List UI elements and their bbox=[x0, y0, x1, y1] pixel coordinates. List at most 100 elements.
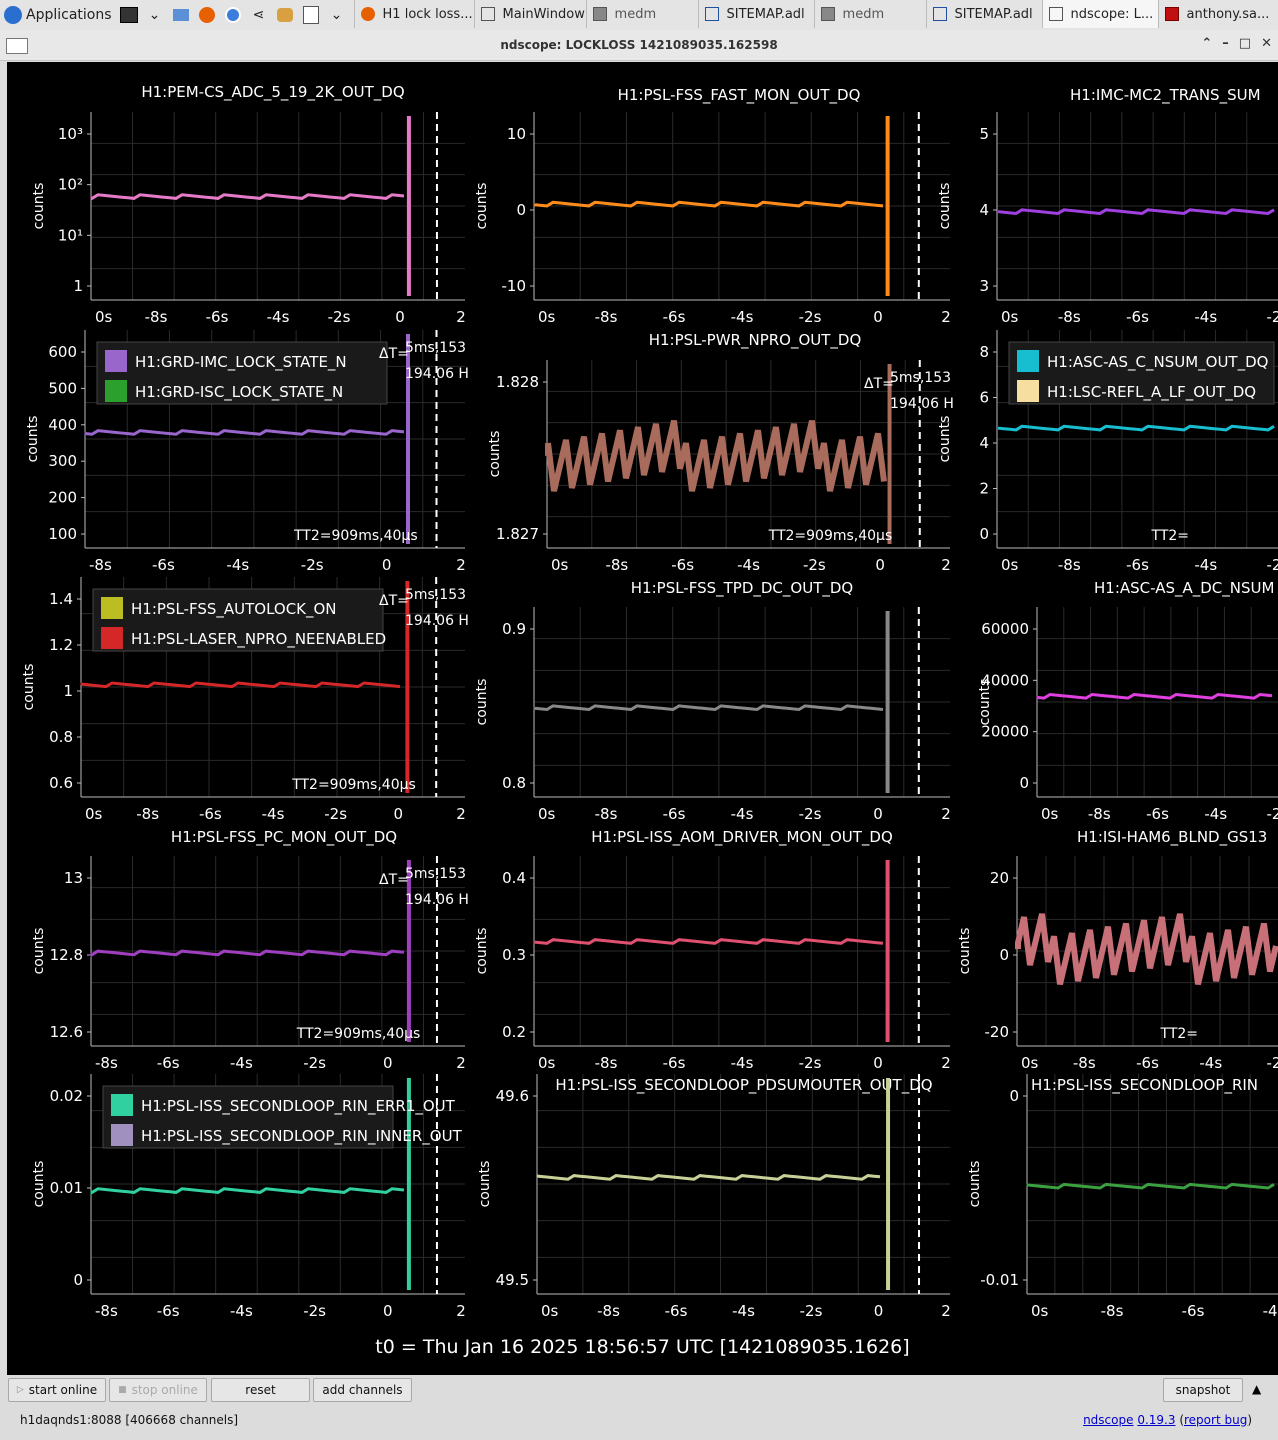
x-tick-label: -8s bbox=[95, 1302, 118, 1320]
y-tick-label: 0 bbox=[73, 1271, 83, 1289]
y-axis-label: counts bbox=[31, 928, 47, 975]
notes-icon[interactable] bbox=[301, 5, 321, 25]
x-tick-label: -2s bbox=[303, 1054, 326, 1072]
legend-box bbox=[92, 588, 384, 652]
window-icon bbox=[820, 7, 835, 21]
taskbar-tab-anthony[interactable]: anthony.sa... bbox=[1157, 0, 1274, 28]
legend-swatch bbox=[111, 1124, 133, 1146]
folder-icon[interactable] bbox=[171, 5, 191, 25]
x-tick-label: -8s bbox=[95, 1054, 118, 1072]
firefox-icon[interactable] bbox=[197, 5, 217, 25]
legend-entry: H1:GRD-IMC_LOCK_STATE_N bbox=[135, 353, 347, 372]
y-tick-label: 500 bbox=[48, 379, 77, 397]
y-axis-label: counts bbox=[474, 183, 490, 230]
chevron-down-icon[interactable]: ⌄ bbox=[148, 7, 161, 23]
x-tick-label: -2s bbox=[303, 1302, 326, 1320]
legend-entry: H1:PSL-LASER_NPRO_NEENABLED bbox=[131, 630, 386, 649]
control-bar: ▷ start online ■ stop online reset add cha… bbox=[0, 1376, 1278, 1406]
taskbar-tab-sitemap[interactable]: SITEMAP.adl bbox=[697, 0, 814, 28]
y-tick-label: 60000 bbox=[981, 620, 1029, 638]
plot-panel[interactable]: counts 600 500 400 300 200 100 -8s -6s -4s -2s 0 2 H1… bbox=[25, 330, 469, 574]
x-tick-label: -2s bbox=[799, 805, 822, 823]
minimize-icon[interactable]: – bbox=[1222, 36, 1229, 51]
x-tick-label: -6s bbox=[1126, 308, 1149, 326]
start-online-button[interactable]: ▷ start online bbox=[8, 1378, 106, 1402]
stop-online-button[interactable]: ■ stop online bbox=[109, 1378, 207, 1402]
taskbar-tab-ndscope[interactable]: ndscope: L... bbox=[1041, 0, 1158, 28]
plot-area[interactable]: H1:PEM-CS_ADC_5_19_2K_OUT_DQ counts 10³ 10²… bbox=[7, 62, 1278, 1375]
plot-panel[interactable]: counts 0.02 0.01 0 -8s -6s -4s -2s 0 2 H1:PSL-ISS_… bbox=[31, 1074, 466, 1320]
y-tick-label: 0.01 bbox=[50, 1179, 83, 1197]
play-icon: ▷ bbox=[16, 1385, 24, 1395]
snapshot-button[interactable]: snapshot bbox=[1163, 1378, 1243, 1402]
y-tick-label: 0.3 bbox=[502, 946, 526, 964]
tab-label: anthony.sa... bbox=[1186, 6, 1270, 22]
x-tick-label: 2 bbox=[456, 1054, 466, 1072]
x-tick-label: -4s bbox=[731, 805, 754, 823]
applications-menu[interactable]: Applications bbox=[0, 6, 116, 24]
plot-panel[interactable]: H1:PSL-ISS_SECONDLOOP_PDSUMOUTER_OUT_DQc… bbox=[477, 1074, 951, 1320]
window-titlebar[interactable]: ndscope: LOCKLOSS 1421089035.162598 ⌃ – … bbox=[0, 30, 1278, 61]
taskbar-tab-sitemap-2[interactable]: SITEMAP.adl bbox=[925, 0, 1042, 28]
x-tick-label: 0 bbox=[383, 1054, 393, 1072]
x-tick-label: -8s bbox=[1058, 308, 1081, 326]
x-tick-label: -8s bbox=[597, 1302, 620, 1320]
users-icon[interactable] bbox=[275, 5, 295, 25]
x-tick-label: -8s bbox=[595, 805, 618, 823]
reset-button[interactable]: reset bbox=[211, 1378, 310, 1402]
cursor-t2-label: TT2= bbox=[1160, 1026, 1199, 1042]
x-tick-label: 0 bbox=[394, 805, 404, 823]
monitor-icon bbox=[704, 7, 719, 21]
taskbar-tab-mainwindow[interactable]: MainWindow bbox=[473, 0, 586, 28]
maximize-icon[interactable]: □ bbox=[1238, 36, 1252, 51]
y-tick-label: 100 bbox=[48, 525, 77, 543]
y-tick-label: 0.6 bbox=[49, 774, 73, 792]
taskbar-tab-lockloss[interactable]: H1 lock loss... bbox=[353, 0, 474, 28]
x-tick-label: -4s bbox=[731, 308, 754, 326]
tab-label: ndscope: L... bbox=[1070, 6, 1154, 22]
cursor-value-1: 5ms,153 bbox=[405, 340, 466, 356]
plot-panel[interactable]: counts 1.4 1.2 1 0.8 0.6 0s -8s -6s -4s -2s 0 2 H1:PS… bbox=[21, 577, 469, 823]
ndscope-link[interactable]: ndscope bbox=[1083, 1413, 1134, 1427]
close-icon[interactable]: ✕ bbox=[1261, 36, 1272, 51]
monitor-icon bbox=[932, 7, 947, 21]
share-icon[interactable]: ⋖ bbox=[252, 7, 265, 23]
x-tick-label: -2 bbox=[1267, 308, 1278, 326]
chevron-up-icon[interactable]: ⌃ bbox=[1201, 36, 1213, 51]
version-link[interactable]: 0.19.3 bbox=[1137, 1413, 1176, 1427]
applications-label: Applications bbox=[26, 7, 112, 23]
y-axis-label: counts bbox=[31, 183, 47, 230]
taskbar-tab-medm-2[interactable]: medm bbox=[813, 0, 926, 28]
plot-panel[interactable]: counts 8 6 4 2 0 0s -8s -6s -4s -2 H1:ASC-AS_C_NSUM… bbox=[937, 330, 1278, 574]
chevron-down-icon-2[interactable]: ⌄ bbox=[330, 7, 343, 23]
report-bug-link[interactable]: report bug bbox=[1184, 1413, 1248, 1427]
terminal-icon[interactable] bbox=[119, 5, 139, 25]
x-tick-label: 2 bbox=[941, 556, 951, 574]
add-channels-button[interactable]: add channels bbox=[313, 1378, 412, 1402]
y-tick-label: 0 bbox=[979, 525, 989, 543]
cursor-value-2: 194.06 H bbox=[405, 366, 469, 382]
status-bar: h1daqnds1:8088 [406668 channels] ndscope… bbox=[0, 1408, 1278, 1440]
x-tick-label: -2s bbox=[301, 556, 324, 574]
x-tick-label: -6s bbox=[663, 805, 686, 823]
legend-swatch bbox=[1017, 350, 1039, 372]
x-tick-label: -4s bbox=[1194, 308, 1217, 326]
y-axis-label: counts bbox=[474, 679, 490, 726]
taskbar-tab-medm[interactable]: medm bbox=[585, 0, 698, 28]
chevron-up-icon-2[interactable]: ▲ bbox=[1252, 1382, 1262, 1396]
legend-entry: H1:LSC-REFL_A_LF_OUT_DQ bbox=[1047, 383, 1256, 402]
window-menu-icon[interactable] bbox=[6, 38, 28, 54]
chromium-icon[interactable] bbox=[223, 5, 243, 25]
x-tick-label: 0 bbox=[873, 1054, 883, 1072]
